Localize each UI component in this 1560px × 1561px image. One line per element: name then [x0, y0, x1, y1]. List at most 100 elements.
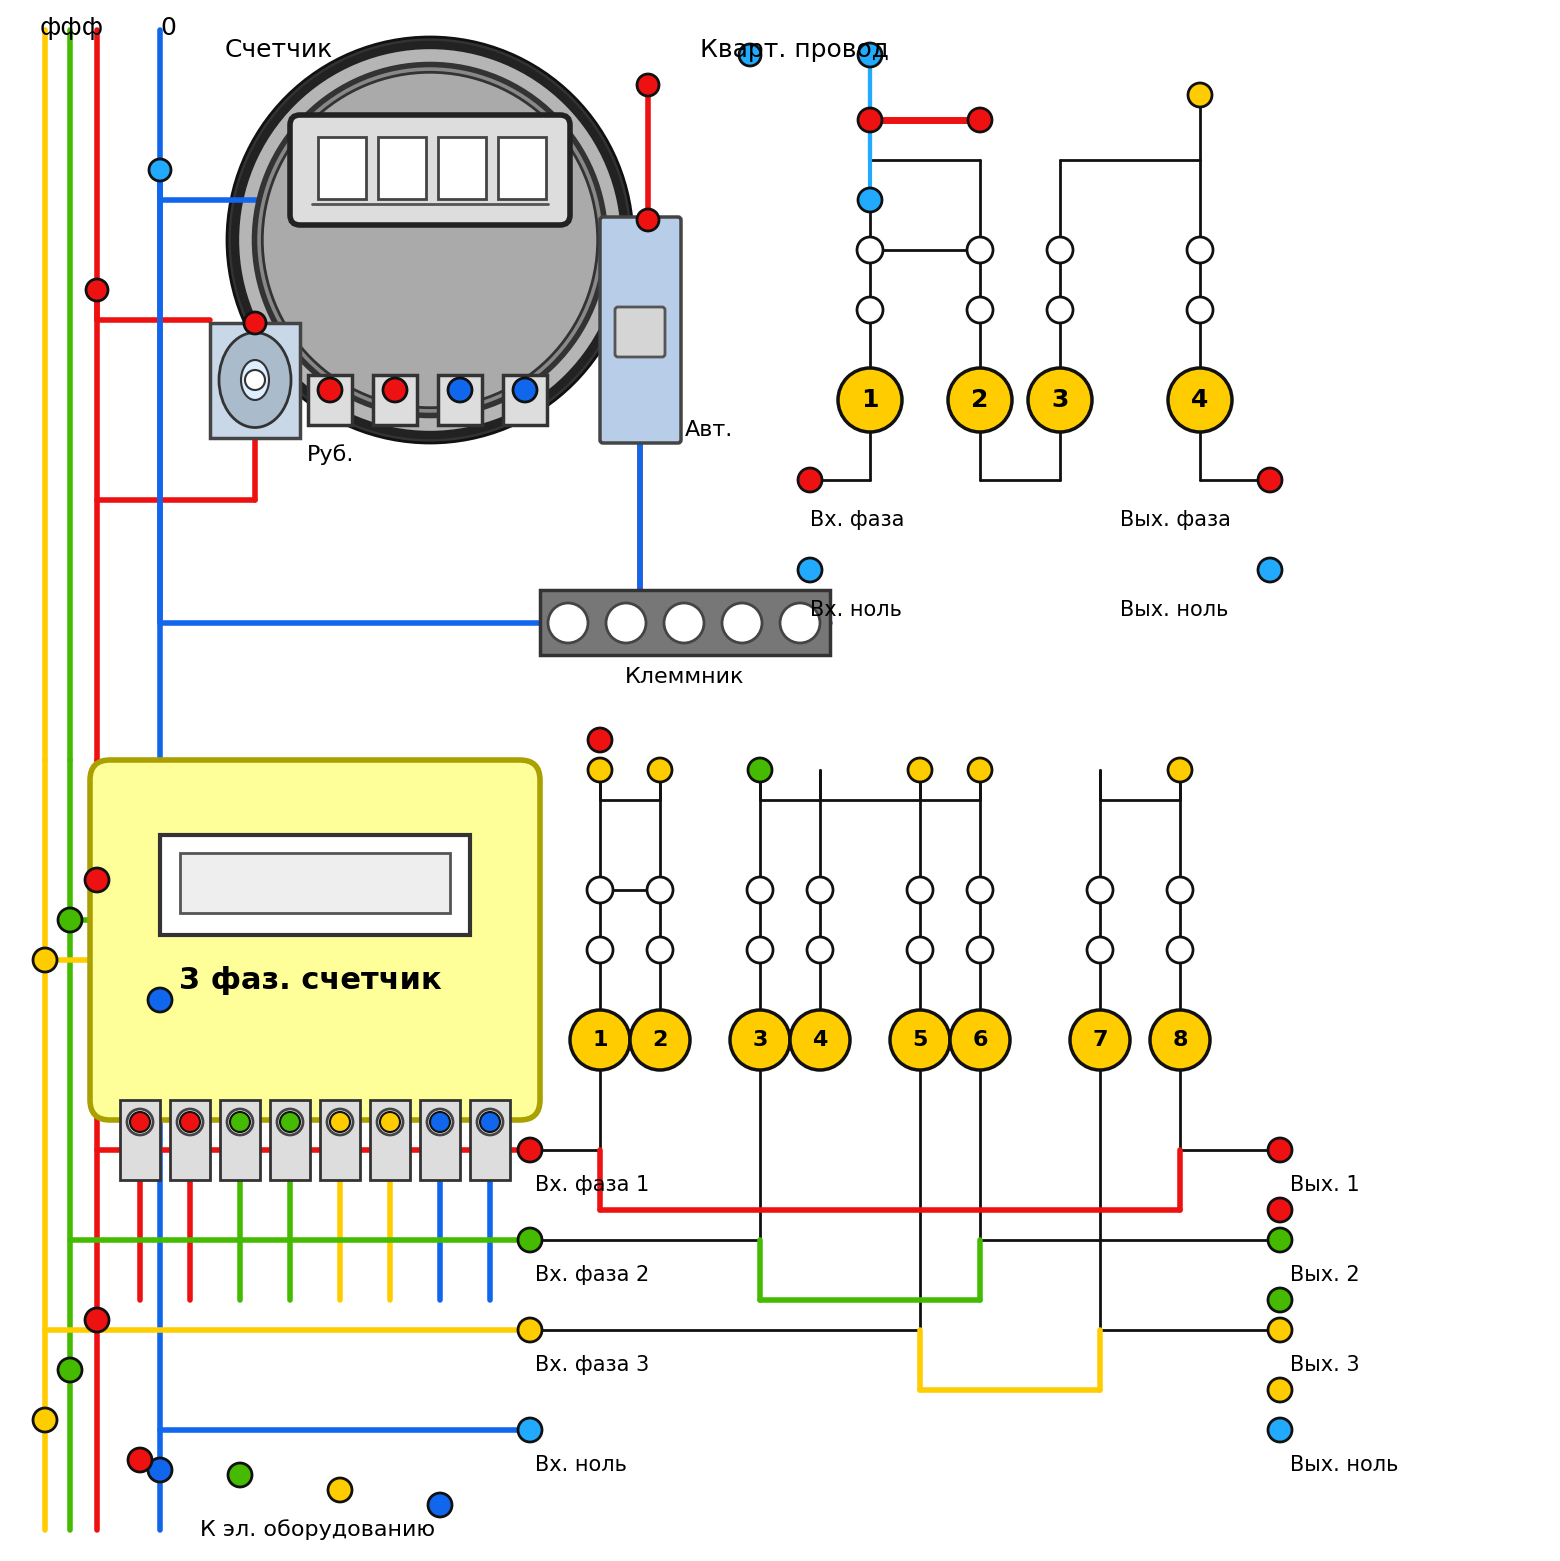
- Circle shape: [378, 1108, 402, 1135]
- Text: ффф: ффф: [41, 16, 105, 41]
- Circle shape: [588, 759, 612, 782]
- Bar: [220, 1101, 261, 1180]
- Circle shape: [587, 937, 613, 963]
- Text: 3: 3: [752, 1030, 768, 1051]
- Text: Вх. фаза 2: Вх. фаза 2: [535, 1264, 649, 1285]
- Circle shape: [126, 1108, 153, 1135]
- Circle shape: [84, 868, 109, 891]
- Bar: [120, 1101, 161, 1180]
- Circle shape: [856, 237, 883, 262]
- Circle shape: [789, 1010, 850, 1069]
- Circle shape: [1047, 297, 1073, 323]
- Circle shape: [807, 937, 833, 963]
- Circle shape: [33, 948, 58, 973]
- Circle shape: [427, 1492, 452, 1517]
- Circle shape: [518, 1229, 541, 1252]
- Circle shape: [236, 45, 626, 436]
- Circle shape: [58, 1358, 83, 1381]
- Circle shape: [588, 727, 612, 752]
- Text: Вх. фаза 3: Вх. фаза 3: [535, 1355, 649, 1375]
- Circle shape: [948, 368, 1012, 432]
- Circle shape: [1268, 1229, 1292, 1252]
- Bar: [540, 590, 830, 656]
- Circle shape: [1257, 468, 1282, 492]
- Circle shape: [969, 108, 992, 133]
- Text: 7: 7: [1092, 1030, 1108, 1051]
- Circle shape: [747, 937, 774, 963]
- Circle shape: [148, 1458, 172, 1481]
- Text: 5: 5: [913, 1030, 928, 1051]
- Circle shape: [254, 64, 605, 415]
- Text: Вых. 1: Вых. 1: [1290, 1175, 1360, 1196]
- Circle shape: [243, 312, 267, 334]
- Bar: [420, 1101, 460, 1180]
- Circle shape: [427, 1108, 452, 1135]
- Text: Клеммник: Клеммник: [626, 667, 744, 687]
- Circle shape: [967, 877, 994, 902]
- Circle shape: [587, 877, 613, 902]
- Circle shape: [228, 1108, 253, 1135]
- FancyBboxPatch shape: [290, 116, 569, 225]
- Circle shape: [518, 1138, 541, 1161]
- Bar: [438, 375, 482, 425]
- Circle shape: [328, 1108, 353, 1135]
- Circle shape: [967, 297, 994, 323]
- Circle shape: [1268, 1317, 1292, 1342]
- Circle shape: [605, 603, 646, 643]
- Circle shape: [431, 1111, 449, 1132]
- Circle shape: [747, 877, 774, 902]
- Bar: [161, 835, 470, 935]
- Circle shape: [799, 468, 822, 492]
- Circle shape: [906, 937, 933, 963]
- Bar: [373, 375, 417, 425]
- Circle shape: [278, 1108, 303, 1135]
- Text: Вых. 2: Вых. 2: [1290, 1264, 1360, 1285]
- Circle shape: [1087, 937, 1112, 963]
- Bar: [307, 375, 353, 425]
- Circle shape: [148, 988, 172, 1012]
- Circle shape: [1168, 759, 1192, 782]
- Circle shape: [967, 937, 994, 963]
- Circle shape: [262, 72, 597, 407]
- Circle shape: [150, 159, 172, 181]
- Circle shape: [569, 1010, 630, 1069]
- Circle shape: [1047, 237, 1073, 262]
- Circle shape: [448, 378, 473, 403]
- Circle shape: [228, 1463, 253, 1488]
- Circle shape: [739, 44, 761, 66]
- Bar: [470, 1101, 510, 1180]
- Text: 3 фаз. счетчик: 3 фаз. счетчик: [179, 966, 441, 994]
- Text: 2: 2: [652, 1030, 668, 1051]
- Circle shape: [1150, 1010, 1211, 1069]
- Text: Кварт. провод: Кварт. провод: [700, 37, 889, 62]
- Text: Вых. фаза: Вых. фаза: [1120, 510, 1231, 531]
- Circle shape: [1187, 237, 1214, 262]
- Text: К эл. оборудованию: К эл. оборудованию: [200, 1519, 435, 1541]
- Circle shape: [730, 1010, 789, 1069]
- Text: 4: 4: [1192, 389, 1209, 412]
- Circle shape: [1028, 368, 1092, 432]
- Circle shape: [967, 237, 994, 262]
- Circle shape: [33, 1408, 58, 1431]
- Circle shape: [480, 1111, 501, 1132]
- Circle shape: [1268, 1378, 1292, 1402]
- Circle shape: [1268, 1417, 1292, 1442]
- Circle shape: [245, 370, 265, 390]
- Text: Вх. фаза: Вх. фаза: [810, 510, 905, 531]
- Circle shape: [858, 187, 881, 212]
- Circle shape: [384, 378, 407, 403]
- Text: 6: 6: [972, 1030, 987, 1051]
- Circle shape: [647, 759, 672, 782]
- Circle shape: [647, 937, 672, 963]
- Circle shape: [381, 1111, 399, 1132]
- Circle shape: [318, 378, 342, 403]
- Bar: [438, 137, 487, 198]
- Circle shape: [950, 1010, 1009, 1069]
- Bar: [370, 1101, 410, 1180]
- FancyBboxPatch shape: [90, 760, 540, 1119]
- Bar: [211, 323, 300, 439]
- Circle shape: [799, 557, 822, 582]
- Bar: [170, 1101, 211, 1180]
- Circle shape: [780, 603, 821, 643]
- Circle shape: [1167, 937, 1193, 963]
